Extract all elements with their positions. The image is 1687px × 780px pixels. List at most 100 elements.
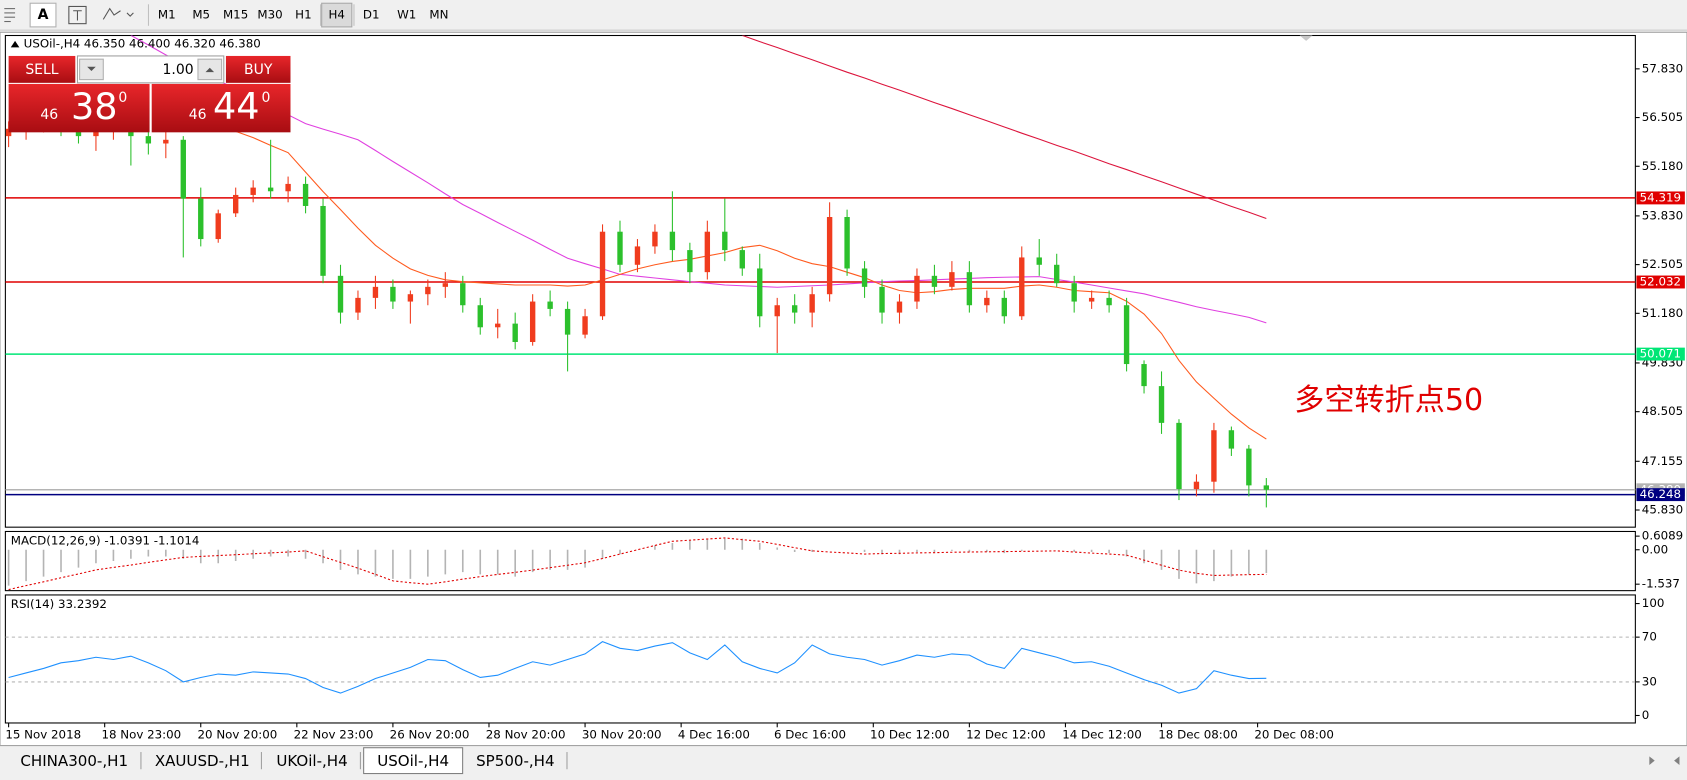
x-tick-label: 20 Dec 08:00 — [1254, 727, 1334, 741]
candle-body — [687, 250, 693, 273]
candle-body — [460, 283, 466, 306]
x-tick-label: 15 Nov 2018 — [5, 727, 81, 741]
x-tick-label: 6 Dec 16:00 — [774, 727, 846, 741]
x-tick-label: 18 Dec 08:00 — [1158, 727, 1238, 741]
candle-body — [1263, 485, 1270, 490]
volume[interactable]: 1.00 — [163, 62, 194, 78]
bid-main: 38 — [71, 85, 118, 128]
y-tick-label: 57.830 — [1642, 61, 1683, 75]
candle-body — [669, 231, 676, 251]
candle-body — [233, 194, 239, 214]
tab-label[interactable]: USOil-,H4 — [377, 752, 449, 770]
tab-label[interactable]: SP500-,H4 — [476, 752, 554, 770]
candle-body — [1036, 257, 1042, 265]
tab-label[interactable]: UKOil-,H4 — [276, 752, 347, 770]
timeframe-button[interactable]: M5 — [192, 8, 210, 22]
toolbar: A — [0, 0, 1687, 31]
candle-body — [425, 286, 431, 295]
sell-label[interactable]: SELL — [25, 62, 58, 78]
bid-box[interactable] — [8, 83, 150, 133]
menu-icon[interactable] — [4, 8, 16, 23]
label-tool[interactable] — [68, 5, 87, 25]
timeframe-button[interactable]: MN — [429, 8, 448, 22]
buy-label[interactable]: BUY — [244, 62, 273, 78]
candle-body — [1071, 283, 1077, 302]
down-arrow — [87, 66, 96, 72]
timeframe-button[interactable]: M30 — [257, 8, 282, 22]
y-tick-label: 52.505 — [1642, 257, 1683, 271]
candle-body — [844, 217, 850, 269]
sell-button[interactable] — [8, 55, 76, 83]
candle-body — [1019, 257, 1025, 317]
candle-body — [285, 183, 291, 192]
candle-body — [215, 213, 221, 240]
tab[interactable] — [144, 749, 261, 772]
y-tick-label: 55.180 — [1642, 159, 1683, 173]
candle-body — [529, 301, 536, 342]
y-tick-label: 0.6089 — [1642, 529, 1683, 543]
candle-body — [809, 294, 815, 313]
x-tick-label: 30 Nov 20:00 — [582, 727, 662, 741]
tab[interactable] — [8, 749, 140, 772]
price-label-box — [1636, 488, 1685, 502]
panel-title: RSI(14) 33.2392 — [11, 597, 107, 611]
tab[interactable] — [264, 749, 360, 772]
ask-main: 44 — [213, 85, 260, 128]
timeframe-button[interactable]: W1 — [397, 8, 416, 22]
price-label: 50.071 — [1640, 347, 1681, 361]
timeframe-button[interactable]: H1 — [295, 8, 311, 22]
shift-marker — [1299, 35, 1313, 41]
candle-body — [407, 294, 414, 302]
timeframe-button[interactable]: M1 — [158, 8, 176, 22]
x-tick-label: 14 Dec 12:00 — [1062, 727, 1142, 741]
candle-body — [180, 139, 186, 199]
candle-body — [861, 268, 868, 287]
candle-body — [355, 297, 361, 313]
candle-body — [495, 323, 501, 328]
candle-body — [198, 198, 204, 240]
candle-body — [722, 231, 728, 251]
price-label: 46.248 — [1640, 487, 1681, 501]
candle-body — [1123, 305, 1130, 365]
ask-box[interactable] — [151, 83, 291, 133]
annotation: 多空转折点50 — [1294, 383, 1483, 418]
text-tool[interactable]: A — [38, 7, 49, 23]
candle-body — [652, 231, 658, 247]
panel-title: USOil-,H4 46.350 46.400 46.320 46.380 — [24, 37, 261, 51]
y-tick-label: 56.505 — [1642, 110, 1683, 124]
active-tab[interactable] — [363, 747, 464, 775]
y-tick-label: 30 — [1642, 674, 1657, 688]
pressed-button[interactable] — [321, 2, 353, 28]
tab-label[interactable]: XAUUSD-,H1 — [155, 752, 250, 770]
collapse-arrow[interactable] — [10, 40, 20, 48]
candle-body — [1228, 430, 1235, 449]
timeframe-button[interactable]: D1 — [363, 8, 380, 22]
price-label: 54.319 — [1640, 190, 1681, 204]
moving-average — [235, 130, 1267, 440]
ask-big: 46 — [189, 107, 207, 123]
candle-body — [704, 231, 711, 273]
text-tool-button[interactable] — [29, 2, 57, 28]
up-arrow — [205, 67, 215, 73]
timeframe-button[interactable]: H4 — [329, 8, 345, 22]
x-tick-label: 26 Nov 20:00 — [390, 727, 470, 741]
candle-body — [390, 286, 396, 302]
moving-average — [742, 35, 1267, 220]
buy-button[interactable] — [225, 55, 291, 83]
tab-label[interactable]: CHINA300-,H1 — [20, 752, 128, 770]
candle-body — [1106, 297, 1112, 306]
x-tick-label: 20 Nov 20:00 — [198, 727, 278, 741]
y-tick-label: -1.537 — [1642, 577, 1680, 591]
y-tick-label: 53.830 — [1642, 208, 1683, 222]
y-tick-label: 70 — [1642, 630, 1657, 644]
candle-body — [966, 272, 973, 306]
ask-fraction: 0 — [261, 90, 270, 106]
candle-body — [1141, 364, 1147, 387]
objects-tool[interactable] — [102, 7, 134, 20]
x-tick-label: 12 Dec 12:00 — [966, 727, 1046, 741]
candle-body — [757, 268, 763, 317]
tab[interactable] — [464, 749, 566, 772]
timeframe-button[interactable]: M15 — [223, 8, 248, 22]
